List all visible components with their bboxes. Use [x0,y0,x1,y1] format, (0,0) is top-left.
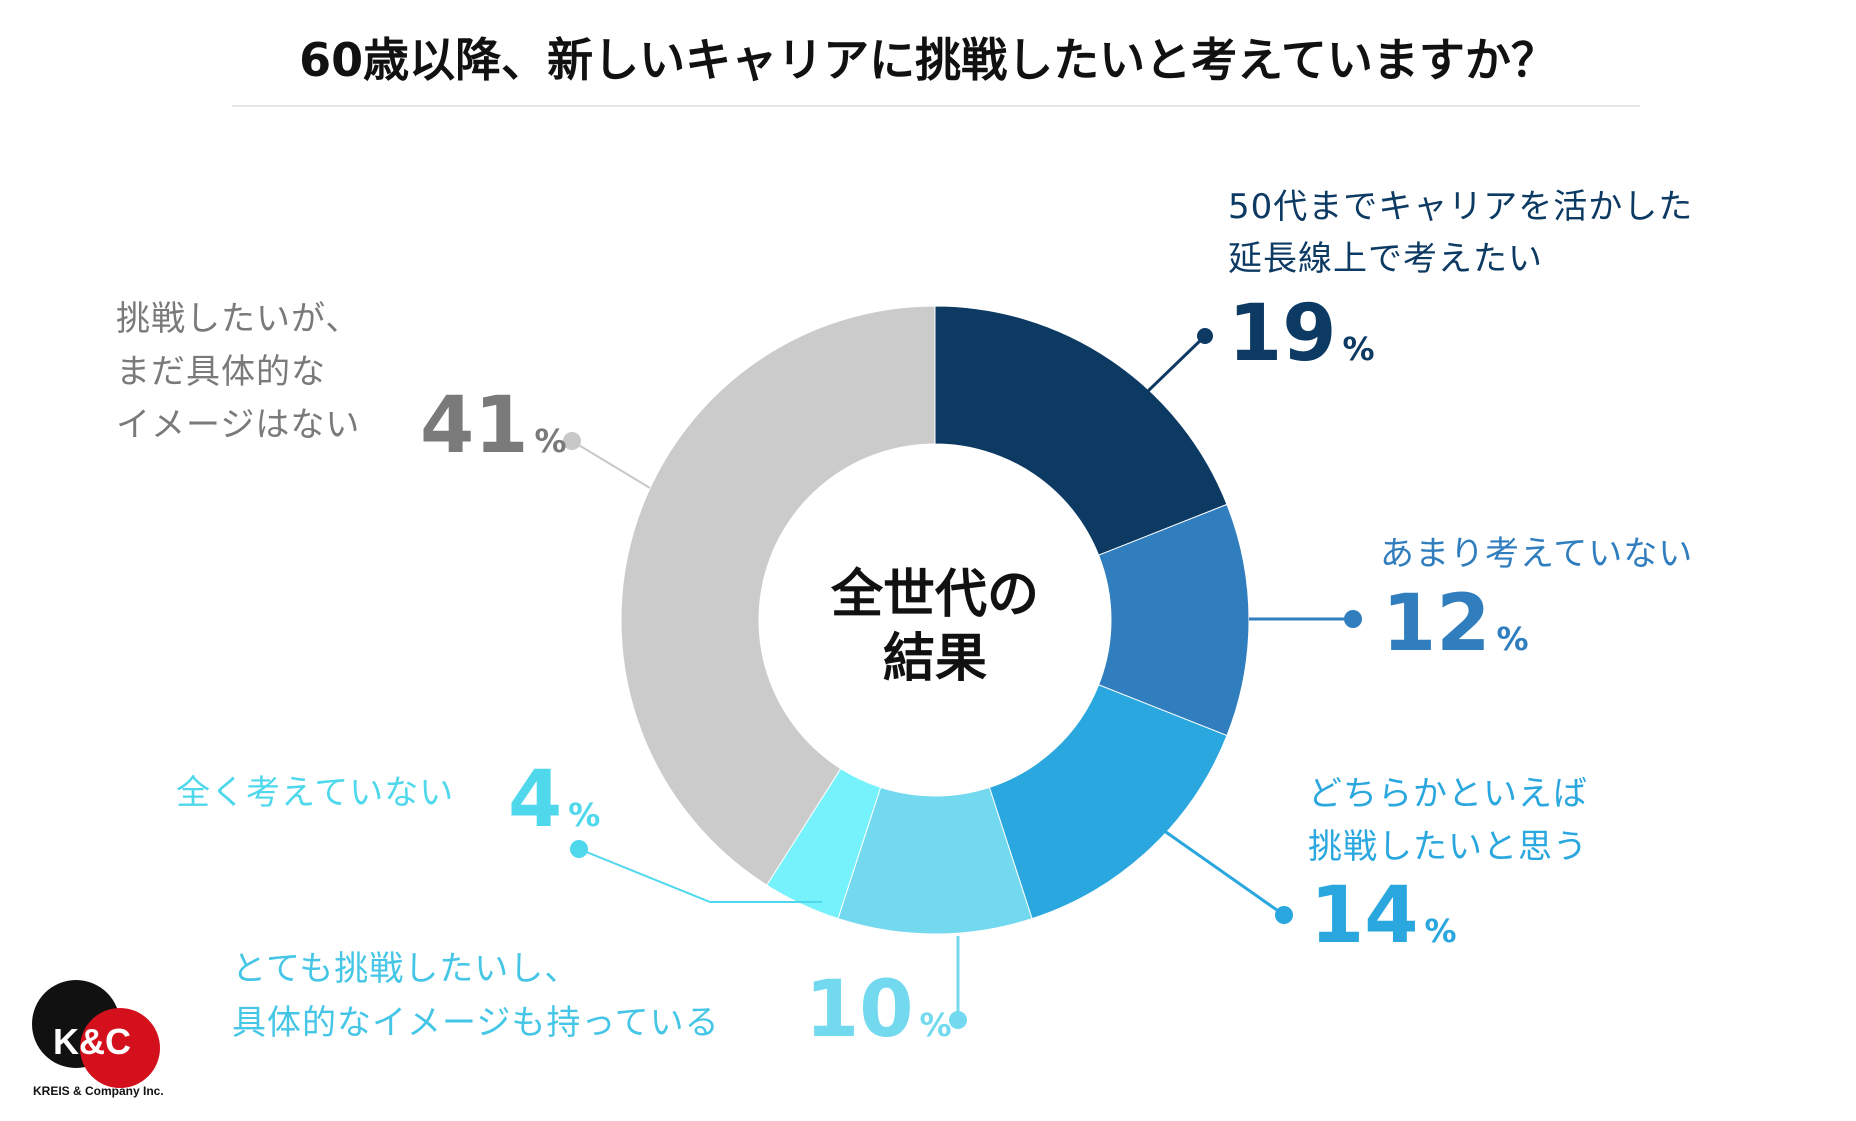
percent-sign-14: % [1425,912,1457,950]
value-19: 19 [1228,289,1337,379]
label-12-line-1: あまり考えていない [1380,534,1693,574]
value-4: 4 [508,755,562,845]
company-logo: K&C KREIS & Company Inc. [32,980,164,1098]
label-41-line-2: まだ具体的な [116,352,326,392]
logo-mark: K&C [53,1021,131,1062]
label-14-line-1: どちらかといえば [1308,774,1588,814]
value-label-10: 10% [805,965,952,1055]
label-10-line-2: 具体的なイメージも持っている [232,1003,720,1043]
label-19-line-2: 延長線上で考えたい [1228,239,1543,279]
percent-sign-10: % [920,1006,952,1044]
value-label-14: 14% [1310,871,1457,961]
percent-sign-19: % [1343,330,1375,368]
center-label-line-1: 全世代の [830,565,1039,625]
percent-sign-4: % [568,796,600,834]
leader-lines [563,328,1362,1029]
donut-slices [620,305,1250,935]
leader-dot-12 [1344,610,1362,628]
label-group-4: 全く考えていない 4% [176,755,600,845]
label-group-10: とても挑戦したいし、 具体的なイメージも持っている 10% [232,949,952,1055]
value-41: 41 [420,381,529,471]
label-10-line-1: とても挑戦したいし、 [232,949,579,989]
leader-line-41 [571,440,651,489]
label-group-41: 挑戦したいが、 まだ具体的な イメージはない 41% [116,299,567,471]
donut-slice-19 [934,305,1228,556]
label-14-line-2: 挑戦したいと思う [1308,827,1588,867]
value-label-12: 12% [1382,579,1529,669]
label-19-line-1: 50代までキャリアを活かした [1228,187,1693,227]
value-12: 12 [1382,579,1491,669]
logo-company-name: KREIS & Company Inc. [33,1084,164,1098]
value-label-41: 41% [420,381,567,471]
value-10: 10 [805,965,914,1055]
leader-line-19 [1145,334,1207,394]
label-group-14: どちらかといえば 挑戦したいと思う 14% [1308,774,1588,961]
logo-red-circle [80,1008,160,1088]
value-label-4: 4% [508,755,600,845]
donut-slice-41 [620,305,936,886]
percent-sign-12: % [1497,620,1529,658]
label-group-19: 50代までキャリアを活かした 延長線上で考えたい 19% [1228,187,1693,379]
chart-title: 60歳以降、新しいキャリアに挑戦したいと考えていますか？ [299,33,1557,87]
label-41-line-3: イメージはない [116,405,360,445]
leader-line-4 [578,848,822,903]
percent-sign-41: % [535,422,567,460]
label-41-line-1: 挑戦したいが、 [116,299,360,339]
leader-dot-19 [1197,328,1213,344]
label-group-12: あまり考えていない 12% [1380,534,1693,669]
leader-line-14 [1162,828,1285,917]
leader-dot-10 [949,1011,967,1029]
leader-dot-4 [570,840,588,858]
leader-dot-14 [1275,906,1293,924]
leader-dot-41 [563,432,581,450]
label-4-line-1: 全く考えていない [176,773,454,813]
value-14: 14 [1310,871,1419,961]
value-label-19: 19% [1228,289,1375,379]
center-label-line-2: 結果 [883,629,987,689]
